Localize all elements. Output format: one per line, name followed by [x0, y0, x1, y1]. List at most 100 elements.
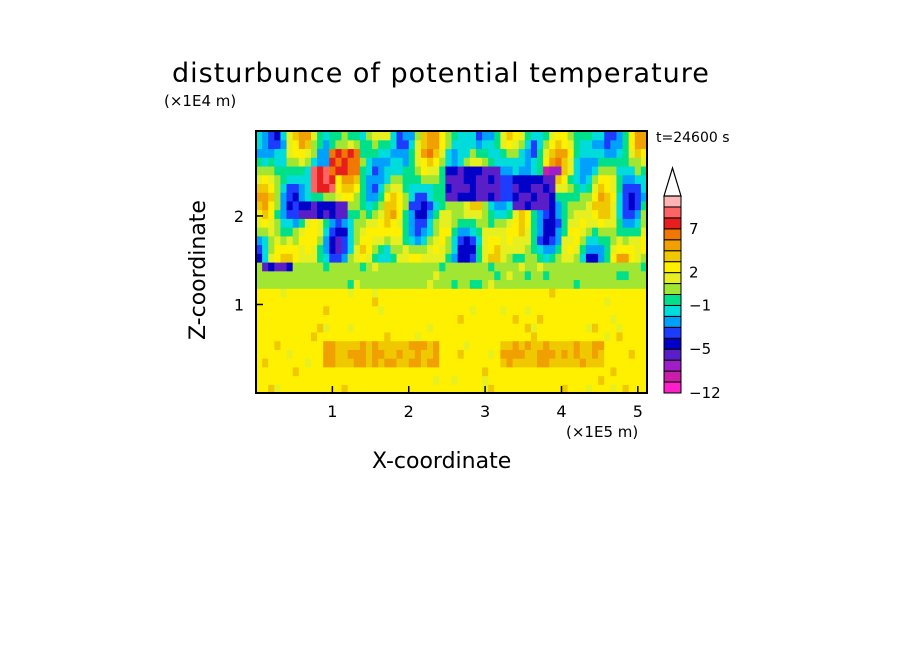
heatmap-cell — [347, 270, 355, 281]
heatmap-cell — [372, 235, 379, 246]
heatmap-cell — [537, 384, 544, 394]
heatmap-cell — [427, 200, 434, 211]
heatmap-cell — [396, 288, 404, 298]
heatmap-cell — [634, 279, 642, 289]
heatmap-cell — [353, 375, 361, 385]
heatmap-cell — [372, 244, 379, 254]
heatmap-cell — [561, 200, 569, 211]
heatmap-cell — [524, 244, 532, 254]
heatmap-cell — [268, 340, 275, 350]
heatmap-cell — [585, 139, 593, 150]
heatmap-cell — [524, 375, 532, 385]
heatmap-cell — [610, 148, 618, 158]
heatmap-cell — [598, 279, 605, 289]
heatmap-cell — [451, 209, 459, 219]
heatmap-cell — [573, 358, 581, 368]
heatmap-cell — [451, 253, 459, 263]
heatmap-cell — [512, 209, 520, 219]
heatmap-cell — [256, 358, 263, 368]
heatmap-cell — [378, 183, 385, 193]
heatmap-cell — [457, 227, 465, 237]
heatmap-cell — [359, 157, 367, 167]
heatmap-cell — [347, 349, 355, 359]
heatmap-cell — [378, 165, 385, 176]
heatmap-cell — [463, 200, 471, 211]
heatmap-cell — [494, 358, 501, 368]
heatmap-cell — [506, 323, 514, 333]
heatmap-cell — [292, 366, 300, 377]
heatmap-cell — [384, 340, 392, 350]
heatmap-cell — [286, 218, 294, 228]
heatmap-cell — [610, 296, 618, 307]
heatmap-cell — [414, 262, 422, 272]
heatmap-cell — [414, 218, 422, 228]
heatmap-cell — [579, 131, 587, 141]
heatmap-cell — [579, 235, 587, 246]
colorbar-label: −12 — [689, 384, 721, 402]
heatmap-cell — [359, 279, 367, 289]
heatmap-cell — [390, 139, 398, 150]
heatmap-cell — [567, 192, 575, 202]
heatmap-cell — [622, 384, 630, 394]
heatmap-cell — [500, 314, 508, 324]
heatmap-cell — [561, 349, 569, 359]
heatmap-cell — [488, 253, 495, 263]
heatmap-cell — [304, 358, 312, 368]
heatmap-cell — [286, 358, 294, 368]
heatmap-cell — [433, 209, 440, 219]
heatmap-cell — [359, 358, 367, 368]
heatmap-cell — [262, 323, 269, 333]
heatmap-cell — [506, 262, 514, 272]
heatmap-cell — [451, 314, 459, 324]
heatmap-cell — [537, 192, 544, 202]
heatmap-cell — [518, 270, 526, 281]
heatmap-cell — [494, 331, 501, 342]
heatmap-cell — [372, 165, 379, 176]
heatmap-cell — [616, 366, 624, 377]
heatmap-cell — [500, 227, 508, 237]
heatmap-cell — [372, 375, 379, 385]
heatmap-cell — [616, 279, 624, 289]
heatmap-cell — [604, 340, 611, 350]
heatmap-cell — [543, 279, 550, 289]
heatmap-cell — [543, 375, 550, 385]
heatmap-cell — [506, 139, 514, 150]
heatmap-cell — [457, 384, 465, 394]
heatmap-cell — [335, 165, 343, 176]
heatmap-cell — [543, 305, 550, 315]
heatmap-cell — [616, 174, 624, 184]
heatmap-cell — [414, 131, 422, 141]
heatmap-cell — [439, 305, 446, 315]
heatmap-cell — [384, 227, 392, 237]
heatmap-cell — [537, 235, 544, 246]
heatmap-cell — [543, 331, 550, 342]
heatmap-cell — [341, 288, 349, 298]
heatmap-cell — [317, 331, 324, 342]
heatmap-cell — [585, 366, 593, 377]
heatmap-cell — [445, 331, 453, 342]
heatmap-cell — [530, 331, 538, 342]
heatmap-cell — [628, 331, 636, 342]
heatmap-cell — [359, 314, 367, 324]
heatmap-cell — [323, 192, 330, 202]
heatmap-cell — [494, 366, 501, 377]
heatmap-cell — [549, 279, 556, 289]
heatmap-cell — [518, 296, 526, 307]
heatmap-cell — [414, 331, 422, 342]
heatmap-cell — [414, 148, 422, 158]
heatmap-cell — [390, 270, 398, 281]
heatmap-cell — [420, 218, 428, 228]
heatmap-cell — [610, 165, 618, 176]
heatmap-cell — [298, 305, 306, 315]
heatmap-cell — [445, 131, 453, 141]
heatmap-cell — [579, 366, 587, 377]
heatmap-cell — [506, 131, 514, 141]
heatmap-cell — [475, 366, 483, 377]
heatmap-cell — [598, 148, 605, 158]
heatmap-cell — [408, 314, 416, 324]
heatmap-cell — [414, 244, 422, 254]
heatmap-cell — [408, 218, 416, 228]
heatmap-cell — [585, 314, 593, 324]
heatmap-cell — [549, 340, 556, 350]
heatmap-cell — [256, 323, 263, 333]
